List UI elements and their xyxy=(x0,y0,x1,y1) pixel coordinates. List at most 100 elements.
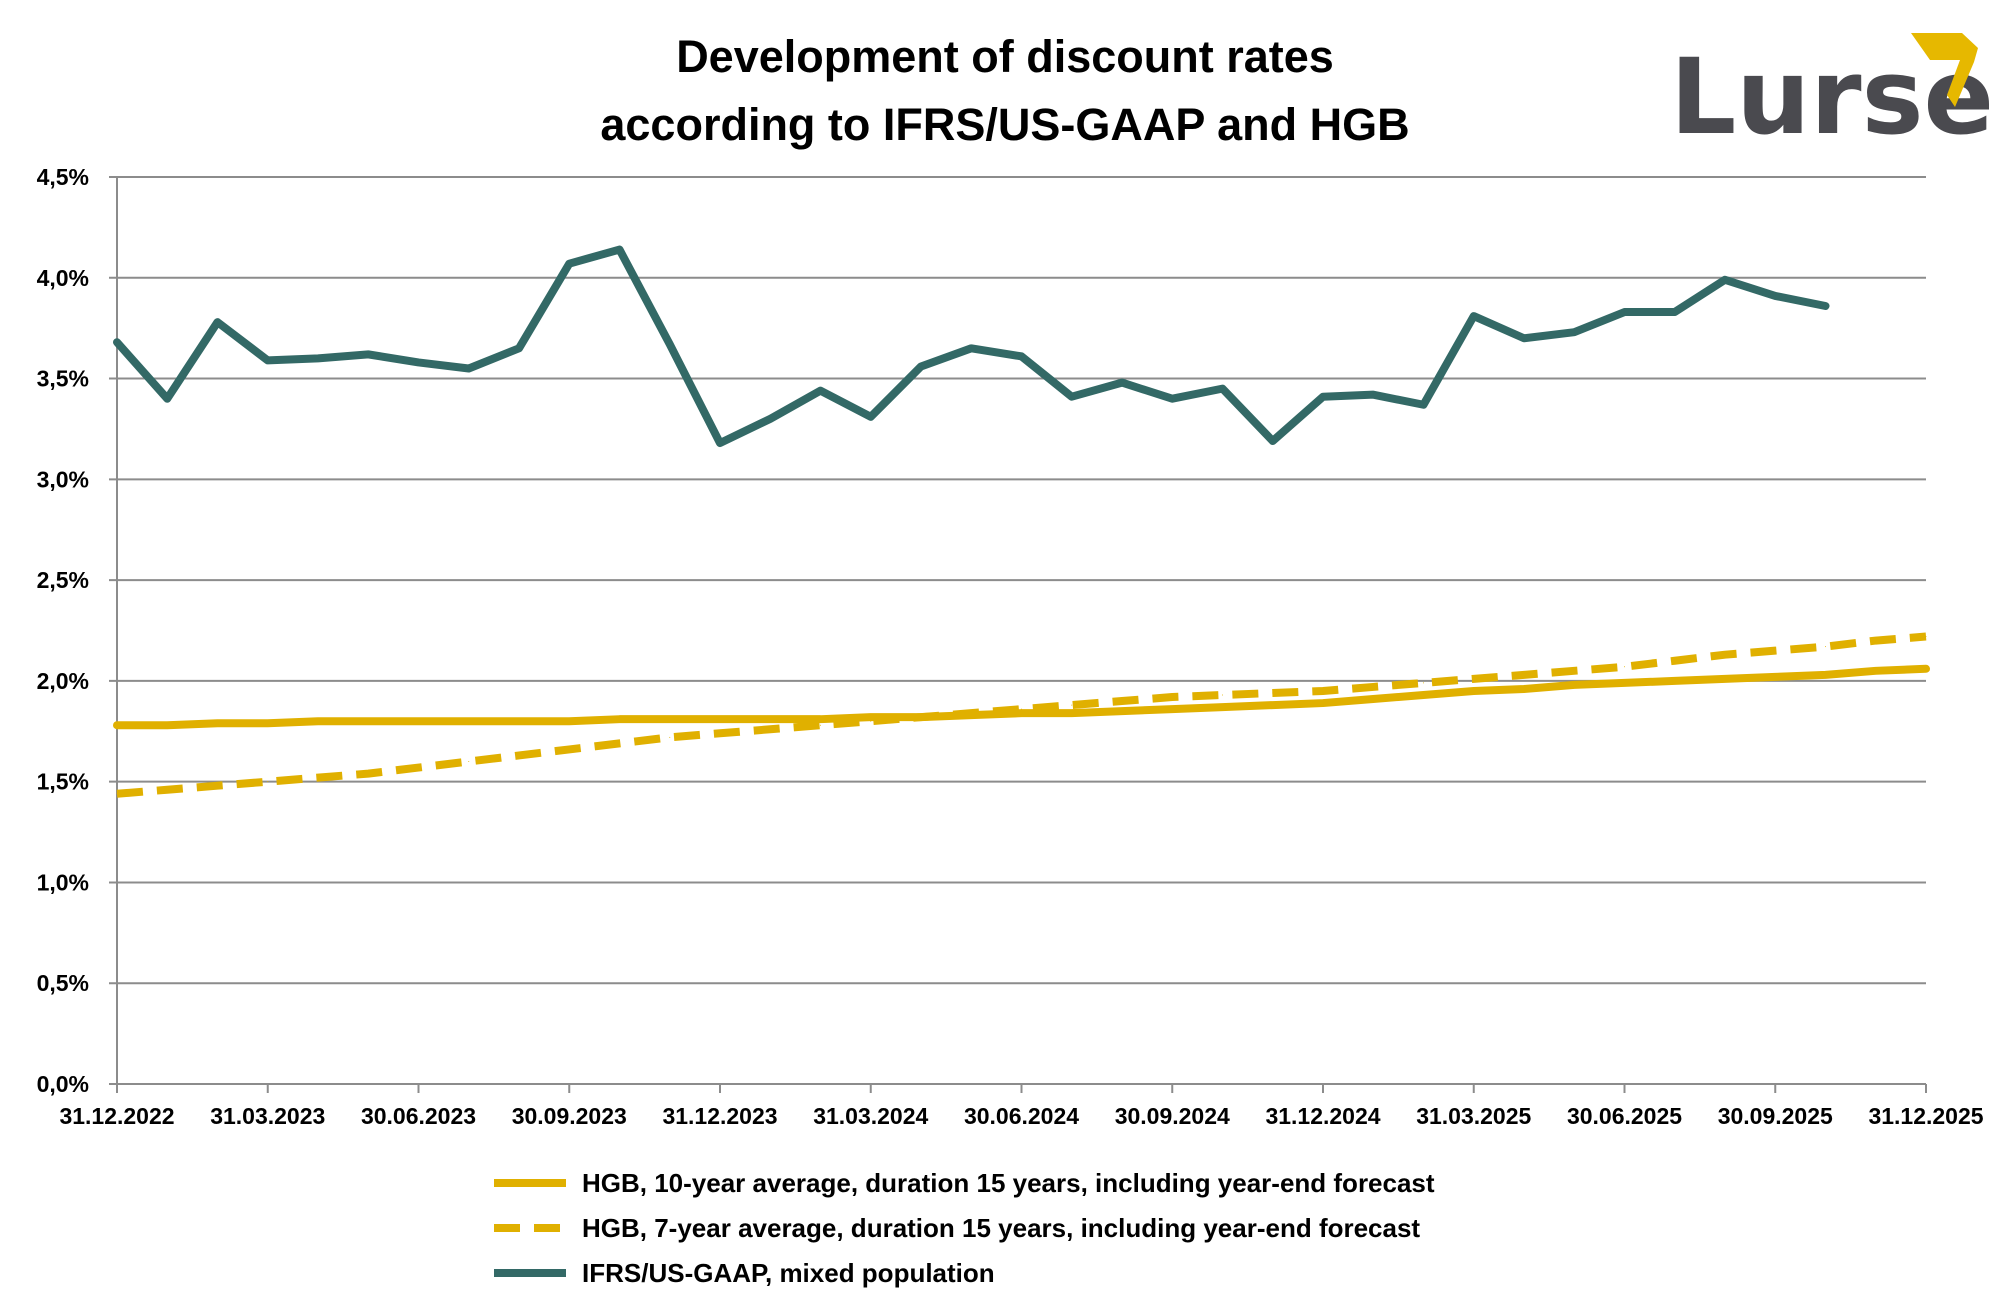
data-point xyxy=(820,390,821,392)
y-tick-label: 1,5% xyxy=(37,769,89,795)
data-point xyxy=(1573,331,1575,333)
data-point xyxy=(1724,654,1726,656)
data-point xyxy=(719,732,721,734)
data-point xyxy=(1021,355,1022,357)
data-point xyxy=(317,357,319,359)
data-point xyxy=(920,365,922,367)
data-point xyxy=(1322,702,1324,704)
y-tick-label: 4,5% xyxy=(37,164,89,190)
data-point xyxy=(669,736,671,738)
y-tick-label: 3,0% xyxy=(37,466,89,492)
data-point xyxy=(1774,650,1776,652)
data-point xyxy=(116,341,118,343)
data-point xyxy=(468,720,470,722)
data-point xyxy=(1372,698,1374,700)
data-point xyxy=(1171,398,1173,400)
x-tick-label: 30.06.2024 xyxy=(964,1103,1079,1129)
data-point xyxy=(870,720,872,722)
data-point xyxy=(1272,692,1274,694)
data-point xyxy=(1222,388,1223,390)
y-axis-ticks: 0,0% 0,5% 1,0% 1,5% 2,0% 2,5% 3,0% 3,5% 4,0% 4,5% xyxy=(37,164,89,1097)
data-point xyxy=(568,263,570,265)
x-tick-label: 31.03.2024 xyxy=(813,1103,928,1129)
data-point xyxy=(1473,690,1475,692)
data-point xyxy=(1372,394,1374,396)
data-point xyxy=(669,718,671,720)
data-point xyxy=(166,789,168,791)
lurse-logo: Lurse xyxy=(1670,33,1994,158)
data-point xyxy=(820,724,821,726)
data-point xyxy=(568,748,570,750)
x-tick-label: 31.12.2023 xyxy=(662,1103,777,1129)
data-point xyxy=(1021,708,1022,710)
series-lines xyxy=(113,245,1930,798)
data-point xyxy=(1222,694,1223,696)
data-point xyxy=(1624,666,1625,668)
data-point xyxy=(1171,708,1173,710)
data-point xyxy=(719,718,721,720)
y-tick-label: 4,0% xyxy=(37,265,89,291)
data-point xyxy=(418,361,419,363)
data-point xyxy=(217,722,218,724)
data-point xyxy=(518,347,520,349)
data-point xyxy=(1724,678,1726,680)
data-point xyxy=(518,754,520,756)
data-point xyxy=(1523,688,1525,690)
data-point xyxy=(1523,337,1525,339)
y-tick-label: 2,0% xyxy=(37,668,89,694)
chart-title-line-1: Development of discount rates xyxy=(676,31,1334,82)
legend-label: HGB, 10-year average, duration 15 years,… xyxy=(582,1168,1435,1198)
x-tick-label: 30.09.2023 xyxy=(512,1103,627,1129)
data-point xyxy=(870,716,872,718)
legend: HGB, 10-year average, duration 15 years,… xyxy=(494,1168,1435,1288)
data-point xyxy=(1423,682,1424,684)
data-point xyxy=(1724,279,1726,281)
data-point xyxy=(1825,646,1826,648)
data-point xyxy=(367,353,369,355)
data-point xyxy=(518,720,520,722)
x-tick-label: 30.09.2024 xyxy=(1115,1103,1230,1129)
y-tick-label: 3,5% xyxy=(37,366,89,392)
y-tick-label: 0,5% xyxy=(37,970,89,996)
data-point xyxy=(1372,686,1374,688)
logo-chevron-icon xyxy=(1911,33,1978,107)
x-tick-label: 31.03.2023 xyxy=(210,1103,325,1129)
data-point xyxy=(267,781,269,783)
data-point xyxy=(1674,680,1676,682)
y-tick-label: 0,0% xyxy=(37,1071,89,1097)
data-point xyxy=(367,720,369,722)
grid xyxy=(109,176,1927,1093)
data-point xyxy=(619,249,620,251)
data-point xyxy=(1473,315,1475,317)
data-point xyxy=(166,398,168,400)
data-point xyxy=(367,773,369,775)
data-point xyxy=(1322,396,1324,398)
data-point xyxy=(1171,696,1173,698)
legend-label: IFRS/US-GAAP, mixed population xyxy=(582,1258,995,1288)
data-point xyxy=(468,761,470,763)
data-point xyxy=(719,442,721,444)
x-tick-label: 31.03.2025 xyxy=(1416,1103,1531,1129)
data-point xyxy=(1925,636,1927,638)
data-point xyxy=(1573,684,1575,686)
data-point xyxy=(1624,682,1625,684)
data-point xyxy=(217,785,218,787)
data-point xyxy=(769,728,771,730)
data-point xyxy=(418,767,419,769)
data-point xyxy=(1573,670,1575,672)
data-point xyxy=(1825,305,1826,307)
data-point xyxy=(1875,670,1877,672)
data-point xyxy=(1624,311,1625,313)
data-point xyxy=(166,724,168,726)
data-point xyxy=(1774,295,1776,297)
x-tick-label: 31.12.2024 xyxy=(1265,1103,1380,1129)
data-point xyxy=(1322,690,1324,692)
data-point xyxy=(1272,704,1274,706)
x-axis-ticks: 31.12.2022 31.03.2023 30.06.2023 30.09.2023… xyxy=(59,1103,1983,1129)
data-point xyxy=(1925,668,1927,670)
data-point xyxy=(970,712,972,714)
data-point xyxy=(769,718,771,720)
series-line-1 xyxy=(113,664,1930,730)
x-tick-label: 30.06.2025 xyxy=(1567,1103,1682,1129)
